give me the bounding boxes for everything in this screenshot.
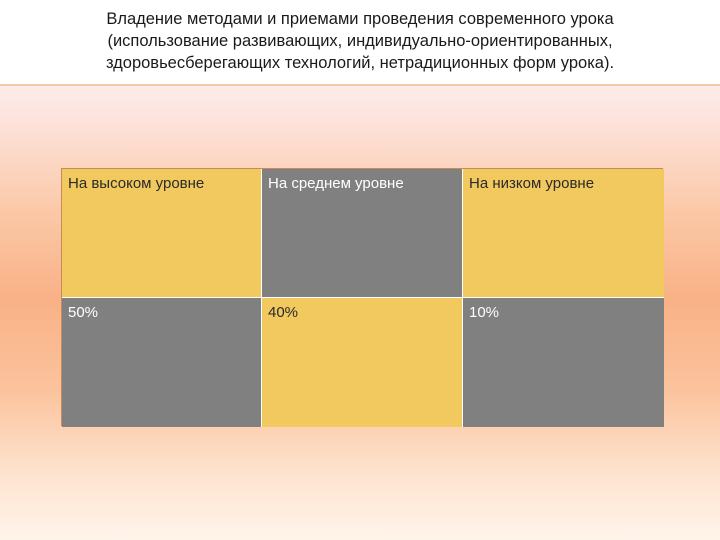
title-line-3: здоровьесберегающих технологий, нетрадиц… xyxy=(105,54,615,72)
slide-title: Владение методами и приемами проведения … xyxy=(40,8,680,74)
title-line-2: (использование развивающих, индивидуальн… xyxy=(107,32,613,50)
title-block: Владение методами и приемами проведения … xyxy=(0,0,720,86)
results-table: На высоком уровне На среднем уровне На н… xyxy=(61,168,664,427)
header-low-level: На низком уровне xyxy=(463,169,664,298)
value-medium-level: 40% xyxy=(262,298,463,427)
header-medium-level: На среднем уровне xyxy=(262,169,463,298)
value-low-level: 10% xyxy=(463,298,664,427)
value-high-level: 50% xyxy=(62,298,262,427)
header-high-level: На высоком уровне xyxy=(62,169,262,298)
title-line-1: Владение методами и приемами проведения … xyxy=(106,10,614,28)
